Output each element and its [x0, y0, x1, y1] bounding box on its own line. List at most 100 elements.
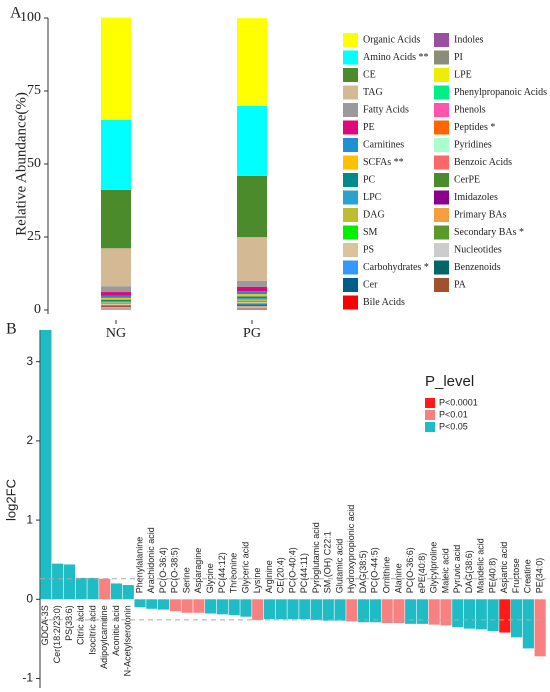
bar	[99, 578, 111, 600]
x-tick-label: Glyceric acid	[240, 542, 250, 594]
y-axis-label: log2FC	[3, 479, 18, 521]
y-tick-label: 75	[27, 83, 41, 98]
bar-segment	[237, 298, 267, 300]
y-axis-label: Relative Abundance(%)	[13, 92, 29, 236]
bar-segment	[101, 304, 131, 306]
bar	[40, 330, 52, 600]
bar	[499, 599, 511, 633]
legend-label: LPE	[454, 69, 472, 80]
x-tick-label: Glycine	[205, 563, 215, 593]
legend-swatch	[434, 173, 449, 187]
legend-swatch	[343, 85, 358, 100]
legend-label: SCFAs **	[363, 157, 404, 168]
x-tick-label: Pyruvic acid	[452, 545, 462, 594]
bar-segment	[237, 105, 267, 176]
bar	[322, 599, 334, 621]
x-tick-label: Aspartic acid	[499, 542, 509, 594]
bar	[475, 599, 487, 630]
bar-segment	[101, 295, 131, 298]
bar-segment	[101, 17, 131, 120]
bar	[428, 599, 440, 625]
legend-swatch	[343, 155, 358, 170]
x-tick-label: PE(34:0)	[534, 558, 544, 594]
bar	[393, 599, 405, 624]
bar	[358, 599, 370, 623]
bar	[369, 599, 381, 623]
legend-swatch	[343, 225, 358, 240]
legend-swatch	[434, 243, 449, 257]
bar	[228, 599, 240, 616]
legend-swatch	[343, 278, 358, 292]
x-tick-label: Mandelic acid	[476, 538, 486, 593]
x-tick-label: GDCA-3S	[40, 605, 50, 645]
legend-label: Indoles	[454, 34, 484, 45]
legend-label: Amino Acids **	[363, 52, 429, 63]
x-tick-label: DAG(38:6)	[464, 550, 474, 593]
bar-segment	[101, 305, 131, 307]
legend-label: DAG	[363, 209, 385, 220]
y-tick-label: -1	[22, 671, 33, 685]
panel-label: B	[6, 321, 17, 338]
y-tick-label: 0	[34, 302, 41, 317]
bar	[440, 599, 452, 626]
bar	[275, 599, 287, 620]
x-tick-label: N-Acetylserotonin	[123, 605, 133, 676]
legend-swatch	[343, 138, 358, 152]
x-tick-label: Isocitric acid	[87, 605, 97, 655]
bar-segment	[101, 189, 131, 249]
panel-label: A	[10, 5, 22, 22]
bar	[181, 599, 193, 613]
bar	[87, 577, 99, 600]
y-tick-label: 50	[27, 156, 41, 171]
x-tick-label: PC(O-38:5)	[170, 547, 180, 593]
bar-segment	[237, 299, 267, 301]
bar-segment	[101, 301, 131, 303]
y-tick-label: 2	[26, 433, 33, 447]
legend-swatch	[434, 68, 449, 82]
x-tick-label: Creatine	[523, 559, 533, 593]
x-tick-label: Asparagine	[193, 548, 203, 594]
bar-segment	[101, 297, 131, 300]
bar	[122, 585, 134, 600]
bar	[334, 599, 346, 621]
legend-swatch	[434, 278, 449, 292]
legend-label: Benzenoids	[454, 262, 501, 273]
x-tick-label: Arginine	[264, 560, 274, 593]
bar-segment	[101, 119, 131, 190]
legend-label: Bile Acids	[363, 297, 405, 308]
bar	[146, 599, 158, 609]
bar	[157, 599, 170, 610]
bar	[534, 599, 546, 657]
legend-swatch	[434, 155, 449, 170]
x-tick-label: PS(38:6)	[64, 605, 74, 641]
x-tick-label: Pyroglutamic acid	[311, 522, 321, 593]
legend-label: PI	[454, 52, 463, 63]
bar-segment	[237, 280, 267, 287]
legend-title: P_level	[425, 373, 474, 390]
y-tick-label: 100	[20, 10, 41, 25]
x-tick-label: NG	[106, 326, 126, 341]
legend-label: Organic Acids	[363, 34, 420, 45]
bar	[452, 599, 464, 628]
legend-label: CE	[363, 69, 376, 80]
legend-swatch	[343, 120, 358, 135]
bar	[134, 599, 146, 608]
x-tick-label: Threonine	[229, 553, 239, 594]
legend-label: SM	[363, 227, 378, 238]
legend-swatch	[434, 260, 449, 275]
legend-label: PS	[363, 244, 374, 255]
legend-label: Phenols	[454, 104, 486, 115]
bar	[510, 599, 523, 638]
legend-label: PA	[454, 279, 467, 290]
legend-swatch	[343, 295, 358, 310]
x-tick-label: SM (OH) C22:1	[323, 531, 333, 593]
x-tick-label: Maleic acid	[440, 548, 450, 593]
x-tick-label: PC(O-40:4)	[287, 547, 297, 593]
legend-swatch	[425, 398, 435, 408]
x-tick-label: Hydroxypropionic acid	[346, 505, 356, 594]
legend-swatch	[434, 33, 449, 47]
bar	[252, 599, 264, 620]
x-tick-label: PC(44:12)	[217, 552, 227, 593]
legend-label: Secondary BAs *	[454, 227, 524, 238]
